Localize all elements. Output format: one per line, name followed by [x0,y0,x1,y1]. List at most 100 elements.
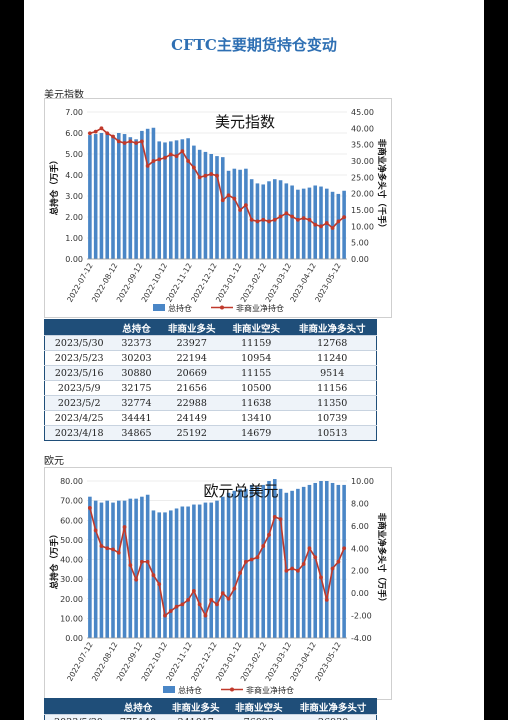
bar [226,170,231,259]
bar [99,133,104,259]
bar [122,134,127,259]
x-tick-label: 2023-05-12 [313,640,343,682]
bar [99,502,104,638]
y-tick-label: 6.00 [65,129,83,138]
table-cell: 23927 [159,335,224,351]
y2-tick-label: 10.00 [351,222,374,231]
bar [232,490,237,638]
bar [192,145,196,259]
table-cell: 32373 [113,335,160,351]
line-point [255,555,260,560]
y2-tick-label: 0.00 [351,589,369,598]
line-point [261,544,266,548]
line-point [232,586,237,591]
line-point [272,514,277,519]
line-point [313,555,318,560]
table-cell: 11155 [224,365,289,381]
chart-usd-index: 0.00 1.00 2.00 3.00 4.00 5.00 6.00 7.00 0.00 5.00… [49,108,387,313]
table-cell: 2023/5/16 [44,365,114,381]
chart-title: 美元指数 [215,113,275,131]
bar [220,496,225,638]
line-point [284,568,289,573]
line-point [99,544,104,548]
line-point [267,532,271,537]
bar [197,504,202,638]
y2-tick-label: 2.00 [351,567,369,576]
table-row: 2023/5/16 30880 20669 11155 9514 [44,365,377,381]
line-point [93,528,98,533]
line-point [226,596,231,601]
table-row: 2023/5/9 32175 21656 10500 11156 [44,380,377,396]
bar [134,498,138,638]
table-cell: 25192 [159,425,224,441]
line-point [220,591,225,596]
table-cell: 13410 [224,410,289,426]
y-tick-label: 3.00 [65,192,83,201]
table-cell: 9514 [288,365,377,381]
y2-tick-label: 30.00 [351,157,374,166]
y-axis-title: 总持仓（万手） [49,530,60,590]
page-title: CFTC主要期货持仓变动 [171,36,337,54]
line-point [324,221,329,225]
bar [226,492,231,638]
bar [301,188,306,259]
bar [128,498,133,638]
line-point [134,141,139,145]
table-cell: 12768 [288,335,377,351]
line-point [261,217,266,222]
line-point [128,139,133,144]
line-point [116,139,121,144]
bar [93,134,98,259]
line-point [111,134,115,139]
line-point [330,226,335,230]
chart-eurusd-box: 0.00 10.00 20.00 30.00 40.00 50.00 60.00 70.00 8… [44,467,392,700]
bar [128,137,133,259]
table-cell: 2023/5/2 [44,395,114,411]
bar [197,149,202,259]
line-point [191,165,196,170]
line-point [342,546,347,551]
line-point [301,216,306,221]
table-header-cell: 非商业空头 [227,698,291,715]
line-point [278,214,283,219]
bar [330,191,335,259]
line-point [111,547,115,552]
table-cell: 241017 [164,714,228,720]
table-cell: 21656 [159,380,224,396]
bar [134,139,138,259]
table-header-row: 总持仓 非商业多头 非商业空头 非商业净多头寸 [44,319,377,336]
y-tick-label: 80.00 [60,477,83,486]
bar [145,128,150,259]
bar [186,138,190,259]
y2-tick-label: 10.00 [351,477,374,486]
y-tick-label: 10.00 [60,614,83,623]
line-point [336,559,341,564]
bar [116,500,121,638]
line-point [151,573,156,578]
bar [111,502,115,638]
bar [88,496,92,638]
bar [336,193,341,259]
chart-eurusd: 0.00 10.00 20.00 30.00 40.00 50.00 60.00 70.00 8… [49,477,387,695]
bar [122,500,127,638]
bar [244,168,248,259]
line-point [197,602,202,607]
table-header-cell: 总持仓 [113,319,160,336]
legend-label-line: 非商业净持仓 [246,685,294,695]
bar [307,484,312,638]
bar [140,496,144,638]
line-point [99,126,104,131]
bar [111,135,115,259]
bar [319,186,323,259]
legend-label-line: 非商业净持仓 [236,303,284,313]
table-cell: 34865 [113,425,160,441]
bar [192,504,196,638]
bar [174,508,179,638]
y2-tick-label: 5.00 [351,239,369,248]
table-cell: 11159 [224,335,289,351]
y2-tick-label: 45.00 [351,108,374,117]
y2-tick-label: 40.00 [351,124,374,133]
table-header-cell [44,698,112,715]
bar [151,127,156,259]
table-cell: 22988 [159,395,224,411]
